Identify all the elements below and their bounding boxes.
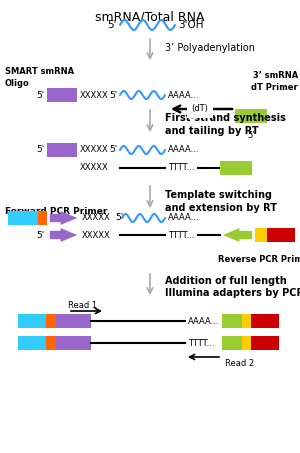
Bar [251,336,279,350]
Text: Illumina adapters by PCR: Illumina adapters by PCR [165,288,300,298]
Bar [38,211,47,225]
Text: XXXXX: XXXXX [82,231,111,240]
Bar [47,143,77,157]
Text: 3’ smRNA: 3’ smRNA [253,72,298,81]
Text: Read 2: Read 2 [225,358,254,367]
Bar [242,336,251,350]
Text: First-strand synthesis: First-strand synthesis [165,113,286,123]
Text: 3’ Polyadenylation: 3’ Polyadenylation [165,43,255,53]
Bar [222,314,242,328]
Bar [251,314,279,328]
Bar [18,336,46,350]
Text: TTTT...: TTTT... [168,231,194,240]
Text: smRNA/Total RNA: smRNA/Total RNA [95,11,205,24]
Text: Reverse PCR Primer: Reverse PCR Primer [218,255,300,264]
Text: Template switching: Template switching [165,190,272,200]
Text: TTTT...: TTTT... [168,164,194,173]
Text: 5': 5' [115,213,123,222]
Bar [222,336,242,350]
Text: Oligo: Oligo [5,78,30,87]
Bar [18,314,46,328]
Bar [235,109,267,123]
Text: Forward PCR Primer: Forward PCR Primer [5,207,107,216]
Text: 5': 5' [110,91,118,100]
Text: XXXXX: XXXXX [80,145,109,154]
Text: XXXXX: XXXXX [80,164,109,173]
Text: 3'OH: 3'OH [178,20,203,30]
Text: TTTT...: TTTT... [188,338,214,347]
Text: AAAA...: AAAA... [168,213,200,222]
Text: XXXXX: XXXXX [82,213,111,222]
Text: 5': 5' [110,145,118,154]
Text: and extension by RT: and extension by RT [165,203,277,213]
Bar [267,228,295,242]
Bar [46,336,56,350]
Text: 5': 5' [37,145,45,154]
Text: 5': 5' [107,20,117,30]
Text: 5': 5' [37,91,45,100]
Bar [56,314,91,328]
Text: AAAA...: AAAA... [168,91,200,100]
Text: AAAA...: AAAA... [188,317,220,326]
Bar [8,211,38,225]
Text: dT Primer: dT Primer [251,83,298,92]
Text: 5': 5' [247,131,255,140]
Text: AAAA...: AAAA... [168,145,200,154]
Text: SMART smRNA: SMART smRNA [5,67,74,76]
Text: Addition of full length: Addition of full length [165,276,287,286]
Bar [47,88,77,102]
Bar [255,228,267,242]
Text: and tailing by RT: and tailing by RT [165,126,259,136]
Text: (dT): (dT) [192,105,208,114]
Text: Read 1: Read 1 [68,300,97,309]
Bar [242,314,251,328]
Text: XXXXX: XXXXX [80,91,109,100]
Bar [56,336,91,350]
Text: 5': 5' [37,231,45,240]
Bar [220,161,252,175]
Bar [46,314,56,328]
